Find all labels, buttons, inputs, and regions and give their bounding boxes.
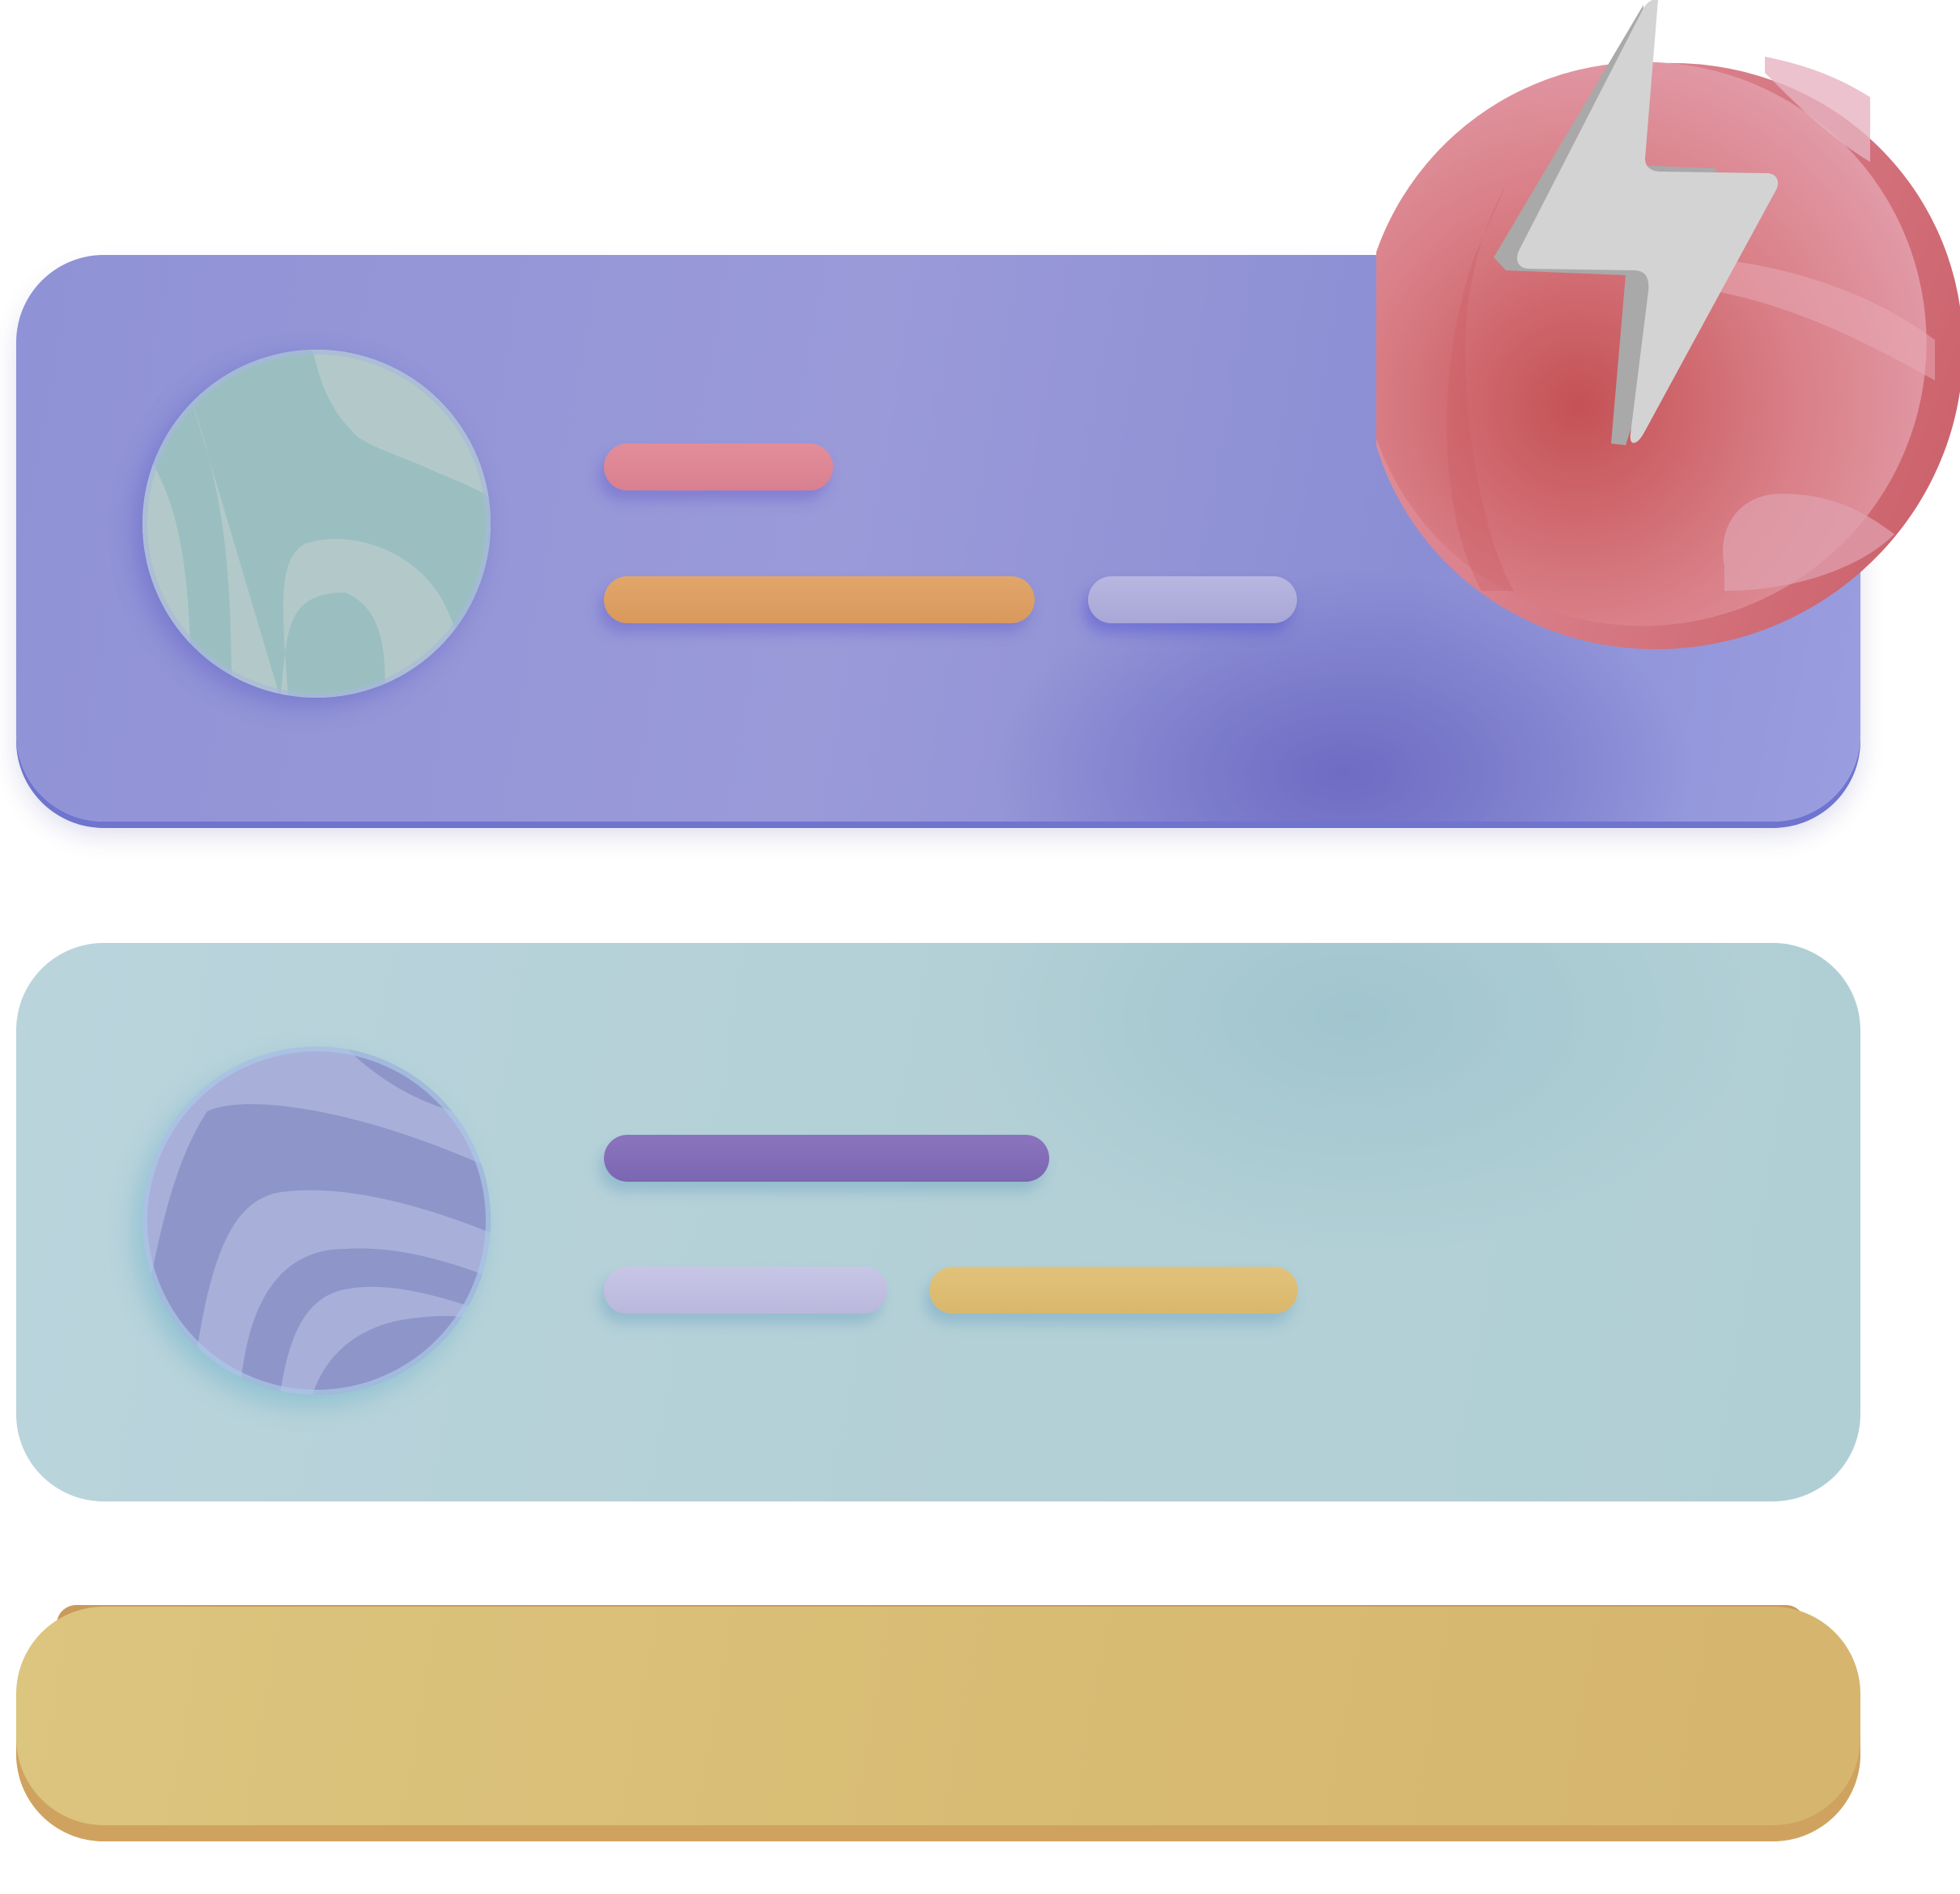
lightning-badge[interactable]: [1360, 0, 1960, 656]
meta-line-gold: [929, 1267, 1298, 1314]
abstract-wave-avatar-icon: [142, 350, 491, 698]
notification-card-3[interactable]: [16, 1607, 1860, 1841]
title-line-purple: [604, 1135, 1049, 1182]
meta-line-lavender: [1088, 576, 1297, 623]
title-line-pink: [604, 444, 833, 490]
avatar: [142, 1047, 491, 1395]
avatar: [142, 350, 491, 698]
abstract-stripe-avatar-icon: [142, 1047, 491, 1395]
subtitle-line-lavender: [604, 1267, 887, 1314]
subtitle-line-orange: [604, 576, 1035, 623]
lightning-bolt-icon: [1360, 0, 1960, 650]
